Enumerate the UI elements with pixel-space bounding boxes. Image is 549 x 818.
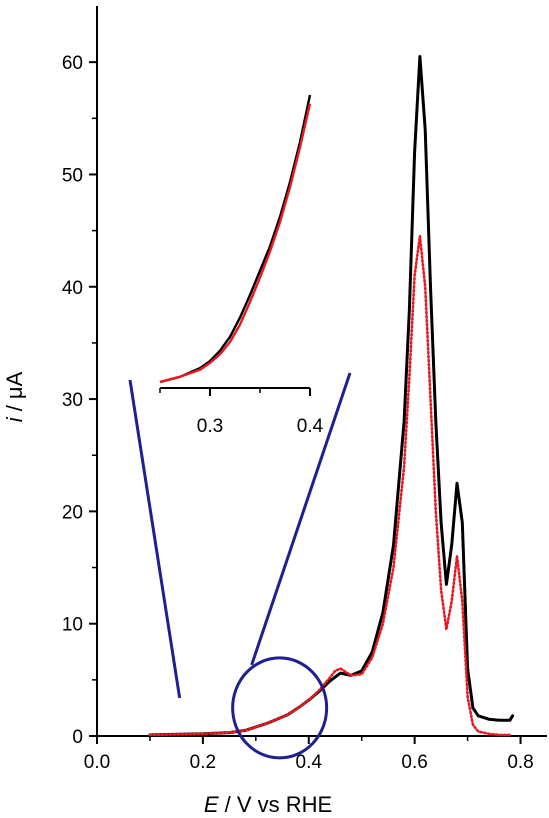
x-axis-title-variable: E	[204, 792, 219, 817]
y-tick-label: 50	[62, 165, 83, 186]
y-tick-label: 20	[62, 502, 83, 523]
y-tick-label: 10	[62, 615, 83, 636]
y-axis-title-variable: i	[2, 416, 27, 422]
inset-plot: 0.3 0.4	[159, 94, 324, 437]
inset-x-tick-label: 0.4	[297, 416, 324, 437]
x-axis-title: E / V vs RHE	[204, 792, 332, 817]
y-tick-label: 0	[72, 727, 83, 748]
x-tick-label: 0.0	[84, 752, 110, 773]
x-tick-label: 0.4	[296, 752, 323, 773]
axes: 0.0 0.2 0.4 0.6 0.8 0 10 20 30 40 50 60	[62, 6, 547, 773]
y-tick-label: 30	[62, 390, 83, 411]
y-axis-title-unit: / μA	[2, 371, 27, 417]
inset-series-line-red	[159, 103, 312, 384]
x-tick-label: 0.2	[190, 752, 216, 773]
y-tick-label: 60	[62, 53, 83, 74]
inset-series-line-black	[159, 94, 312, 384]
zoom-connector-left	[128, 379, 182, 699]
zoom-connector-right	[250, 372, 352, 666]
axis-labels: E / V vs RHE i / μA	[2, 371, 332, 817]
x-axis-title-unit: / V vs RHE	[219, 792, 333, 817]
zoom-marker	[128, 372, 352, 760]
series-line-black	[148, 55, 515, 737]
plot-series	[148, 55, 515, 737]
zoom-circle	[231, 656, 329, 760]
y-axis-title: i / μA	[2, 371, 27, 422]
x-tick-label: 0.8	[507, 752, 533, 773]
inset-x-tick-label: 0.3	[197, 416, 223, 437]
x-tick-label: 0.6	[401, 752, 427, 773]
y-tick-label: 40	[62, 278, 83, 299]
series-line-red	[148, 234, 512, 737]
